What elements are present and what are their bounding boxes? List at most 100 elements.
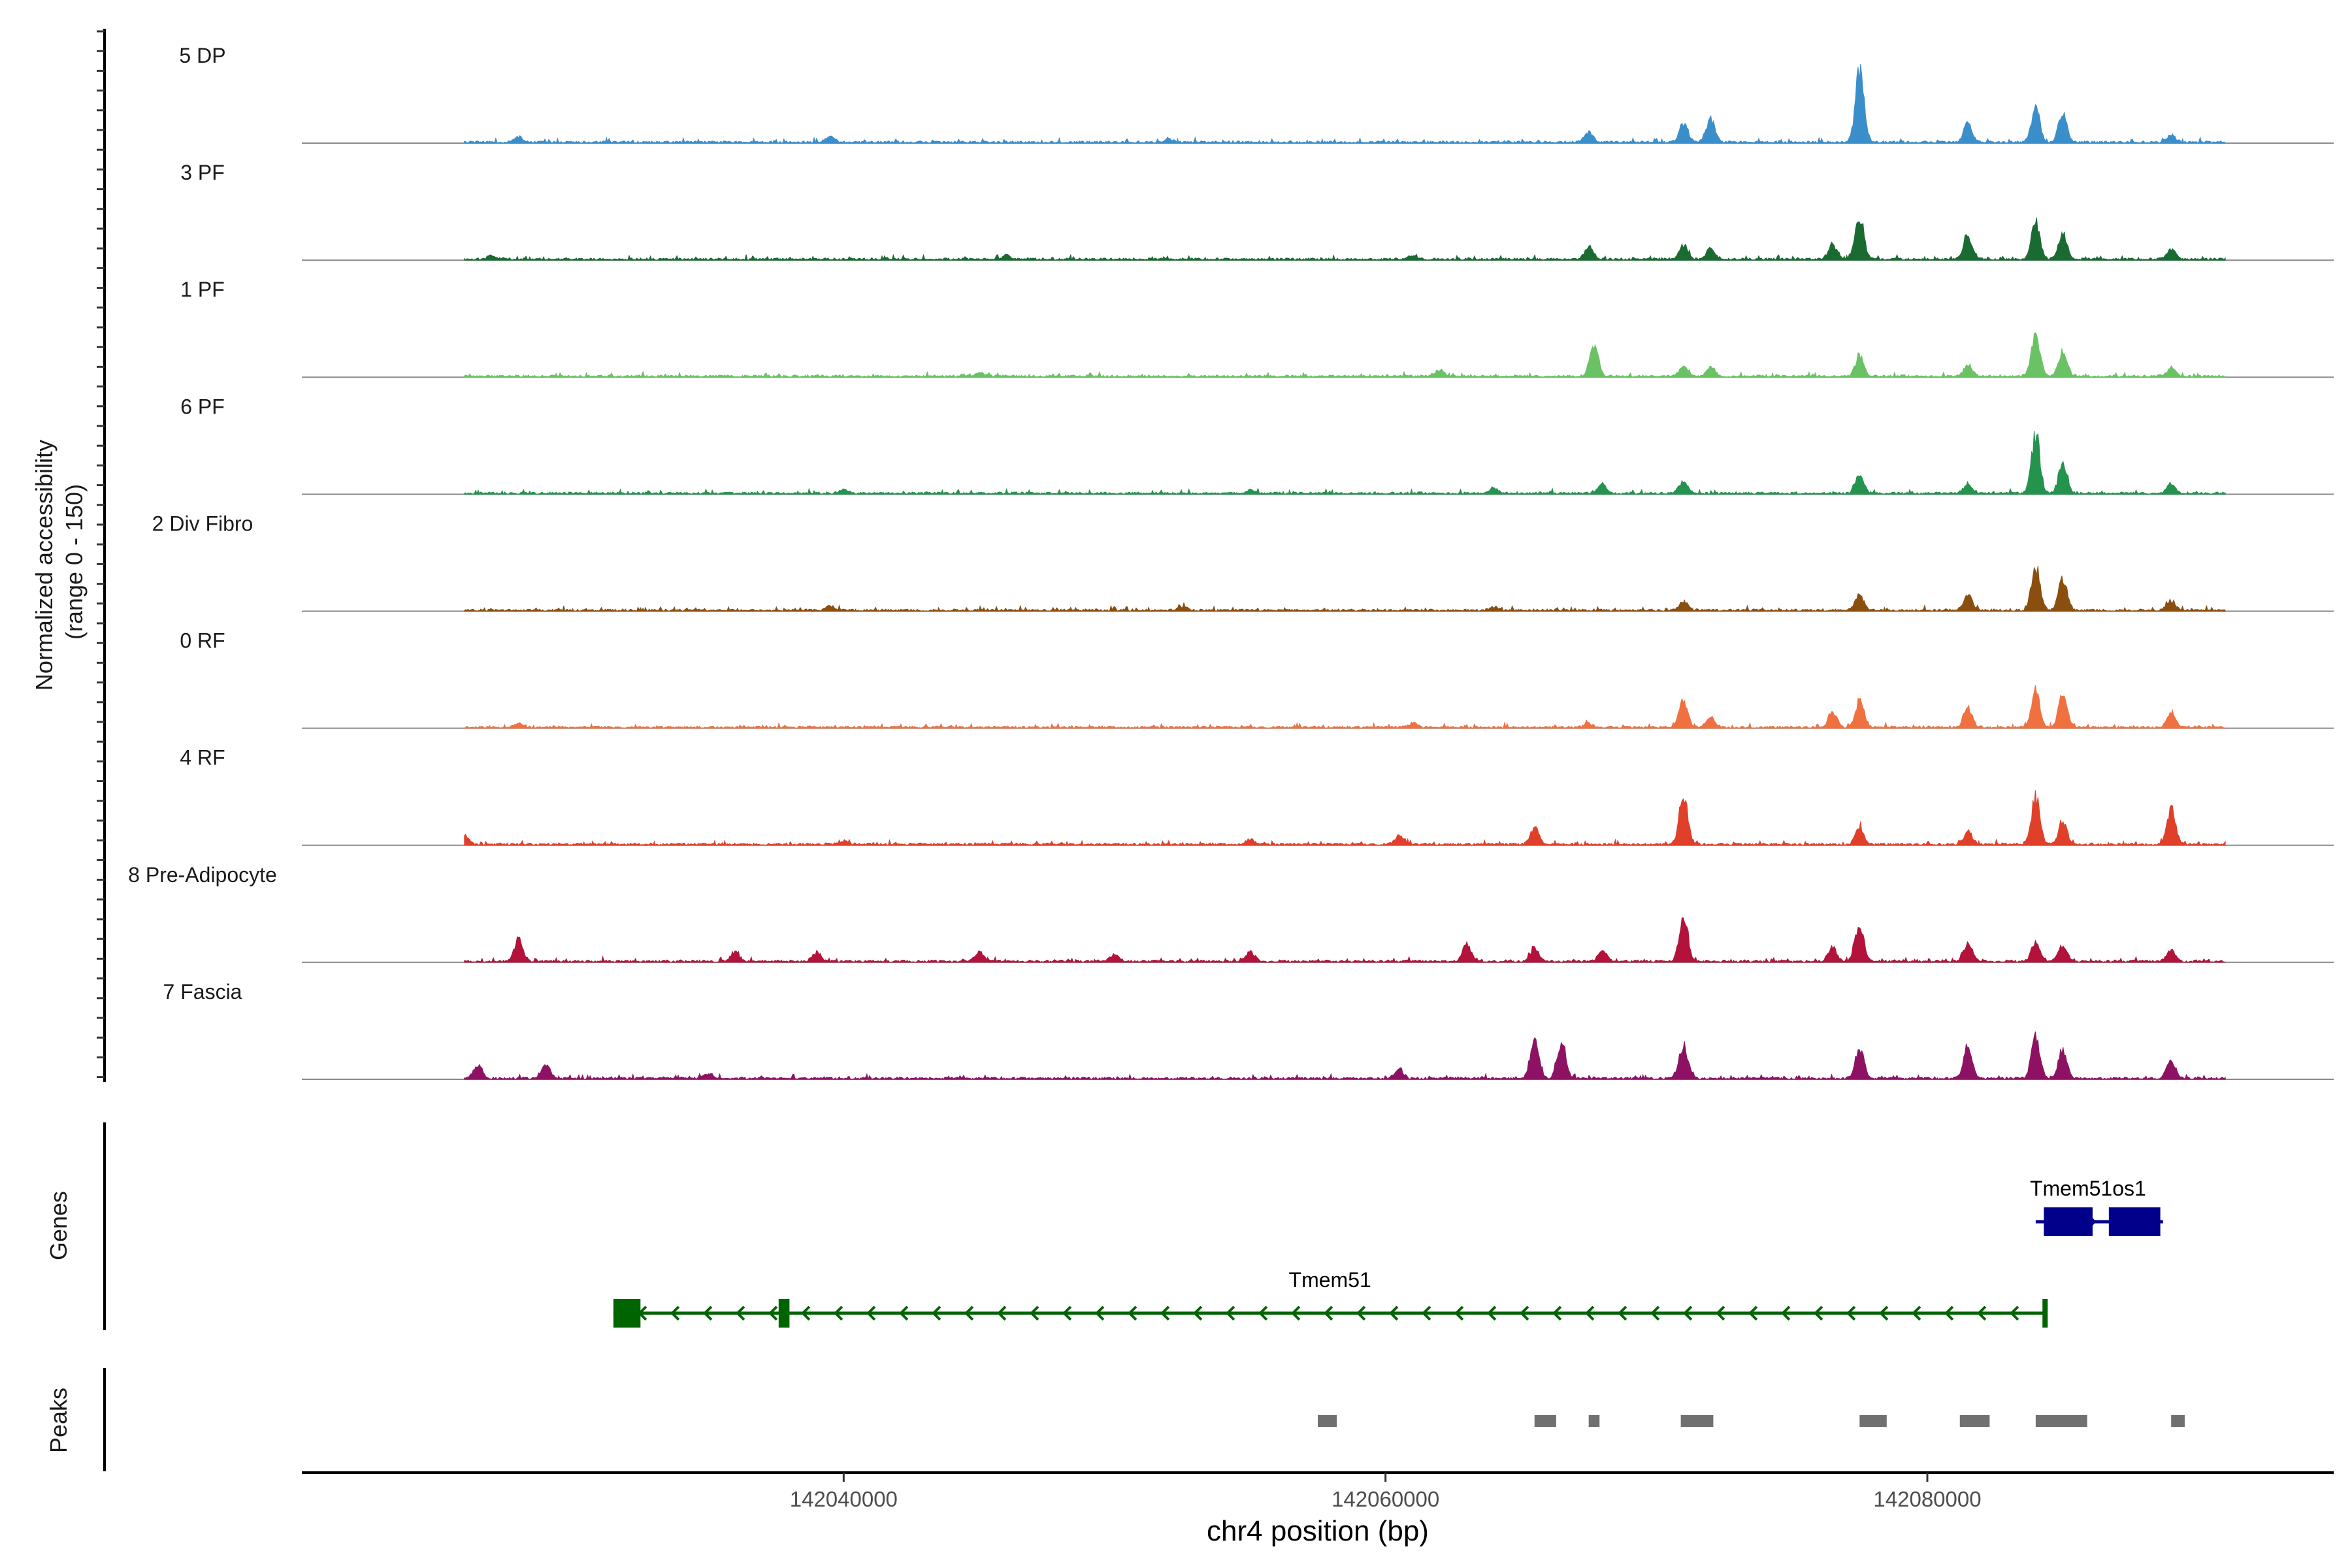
genes-panel: Genes Tmem51 Tmem51os1 [45,1122,2163,1330]
track-coverage-area [464,431,2226,495]
coverage-y-axis-label-line1: Normalized accessibility [31,440,57,691]
track-5-dp: 5 DP [179,44,2334,144]
strand-chevron [1618,1305,1627,1321]
x-axis: 142040000 142060000 142080000 chr4 positio… [302,1471,2334,1547]
track-label: 8 Pre-Adipocyte [128,863,277,887]
strand-chevron [1585,1305,1595,1321]
peak-regions [1318,1415,2185,1427]
strand-chevron [1193,1305,1203,1321]
peak-region [1534,1415,1556,1427]
strand-chevron [1977,1305,1987,1321]
peak-region [1959,1415,1990,1427]
strand-chevron [1291,1305,1301,1321]
gene-label: Tmem51os1 [2030,1177,2146,1200]
peak-region [1859,1415,1887,1427]
x-axis-ticks: 142040000 142060000 142080000 [790,1473,1982,1511]
gene-tmem51: Tmem51 [613,1268,2048,1328]
strand-chevron [2010,1305,2019,1321]
exon [613,1299,641,1328]
strand-chevron [997,1305,1007,1321]
track-label: 6 PF [180,395,225,418]
track-coverage-area [464,217,2226,261]
strand-chevron [1683,1305,1693,1321]
strand-chevron [703,1305,713,1321]
strand-chevron [1748,1305,1758,1321]
strand-chevron [670,1305,680,1321]
x-tick-label: 142040000 [790,1487,898,1511]
strand-chevron [1487,1305,1497,1321]
strand-chevron [1716,1305,1725,1321]
strand-chevron [1030,1305,1039,1321]
exon [2042,1299,2048,1328]
strand-chevron [1226,1305,1235,1321]
track-coverage-area [464,917,2226,963]
strand-chevron [1128,1305,1137,1321]
strand-chevron [1160,1305,1170,1321]
strand-chevron [1454,1305,1464,1321]
track-coverage-area [464,566,2226,612]
gene-tmem51os1: Tmem51os1 [2030,1177,2163,1236]
strand-chevron [801,1305,811,1321]
track-8-pre-adipocyte: 8 Pre-Adipocyte [128,863,2334,963]
strand-chevron [899,1305,909,1321]
track-6-pf: 6 PF [180,395,2334,495]
x-tick-label: 142060000 [1331,1487,1439,1511]
exon [2108,1207,2161,1236]
strand-chevron [1422,1305,1431,1321]
strand-chevron [1095,1305,1105,1321]
gene-models: Tmem51 Tmem51os1 [613,1177,2163,1328]
strand-chevron [866,1305,876,1321]
track-label: 0 RF [180,629,225,653]
strand-chevron [964,1305,974,1321]
track-label: 4 RF [180,746,225,770]
peak-region [1588,1415,1600,1427]
track-7-fascia: 7 Fascia [163,980,2334,1081]
track-coverage-area [464,685,2226,729]
coverage-y-axis-label: Normalized accessibility (range 0 - 150) [31,433,88,691]
peak-region [2035,1415,2087,1427]
coverage-tracks: 5 DP 3 PF 1 PF 6 PF 2 Div Fibro 0 RF 4 RF 8 Pre… [128,44,2334,1081]
strand-chevron [768,1305,778,1321]
coverage-y-axis-ticks [97,30,105,1079]
peaks-panel-label: Peaks [45,1388,72,1453]
exon [778,1299,790,1328]
strand-chevron [1258,1305,1268,1321]
strand-chevron [1389,1305,1399,1321]
peaks-panel: Peaks [45,1368,2185,1471]
x-tick-label: 142080000 [1873,1487,1981,1511]
track-3-pf: 3 PF [180,161,2334,261]
track-label: 1 PF [180,278,225,301]
coverage-panel: Normalized accessibility (range 0 - 150)… [31,29,2334,1082]
track-coverage-area [464,1031,2226,1081]
strand-chevron [834,1305,843,1321]
peak-region [2171,1415,2185,1427]
track-1-pf: 1 PF [180,278,2334,378]
strand-chevron [1356,1305,1366,1321]
peak-region [1680,1415,1714,1427]
strand-chevron [1879,1305,1889,1321]
strand-chevron [1814,1305,1823,1321]
x-axis-label: chr4 position (bp) [1207,1515,1429,1547]
strand-chevron [1781,1305,1791,1321]
strand-chevron [1324,1305,1333,1321]
track-2-div-fibro: 2 Div Fibro [152,512,2334,612]
track-label: 2 Div Fibro [152,512,253,535]
strand-chevron [932,1305,941,1321]
peak-region [1318,1415,1337,1427]
track-label: 5 DP [179,44,225,67]
track-0-rf: 0 RF [180,629,2334,729]
track-4-rf: 4 RF [180,746,2334,847]
coverage-y-axis-label-line2: (range 0 - 150) [61,484,88,640]
strand-chevron [1062,1305,1072,1321]
track-label: 7 Fascia [163,980,242,1004]
strand-chevron [1552,1305,1562,1321]
exon [2044,1207,2093,1236]
track-coverage-area [464,790,2226,847]
strand-chevron [1650,1305,1660,1321]
strand-chevron [1944,1305,1954,1321]
strand-chevron [736,1305,745,1321]
gene-label: Tmem51 [1289,1268,1371,1292]
track-coverage-area [464,64,2226,144]
strand-chevron [1520,1305,1529,1321]
